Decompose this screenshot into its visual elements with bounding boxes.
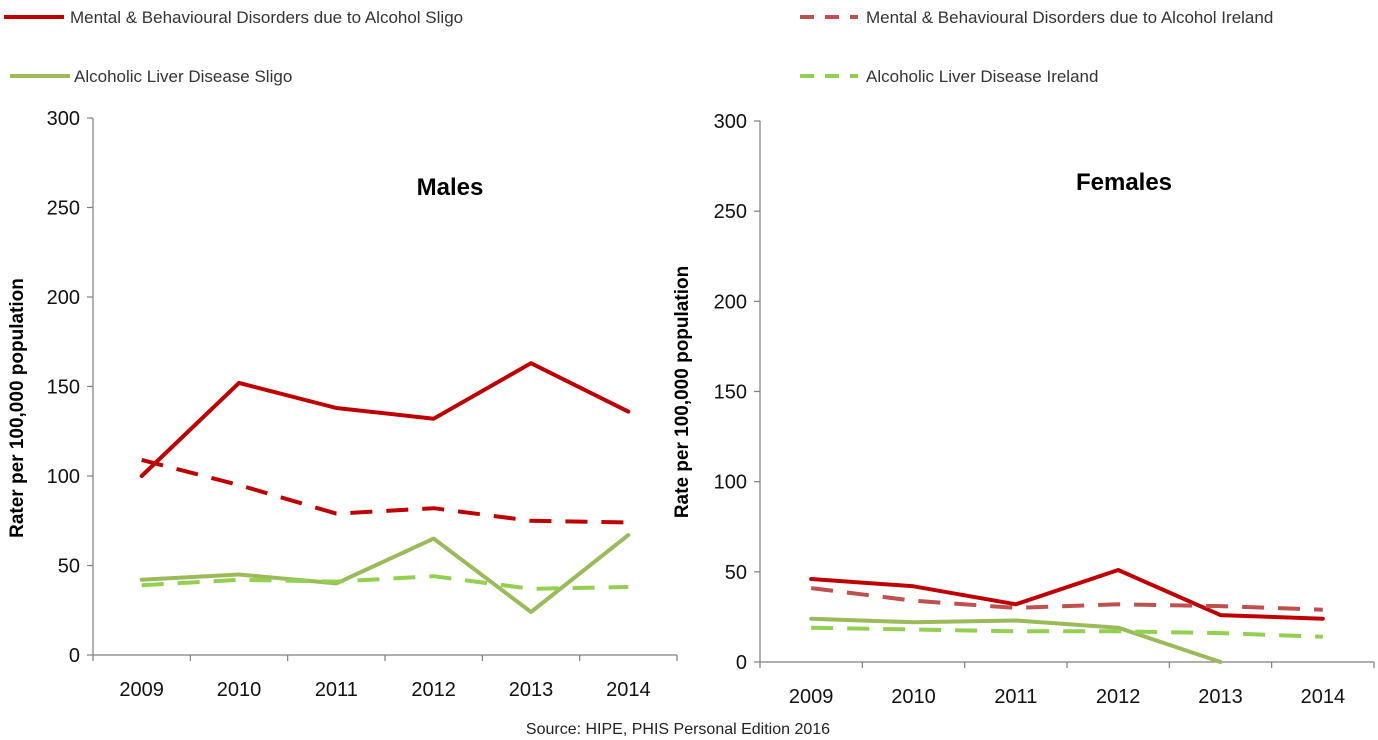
axes-females: 0 50 100 150 200 250 300 2009 2010 2011 2012 2013 20… [714,111,1375,708]
y-tick-label-males-300: 300 [47,108,80,130]
legend-entry-mbd-ireland: Mental & Behavioural Disorders due to Al… [800,8,1273,27]
source-note: Source: HIPE, PHIS Personal Edition 2016 [526,721,830,738]
x-tick-label-males-2012: 2012 [411,679,456,701]
series-line-males-mbd-ireland [141,457,629,525]
x-tick-label-females-2013: 2013 [1198,686,1243,708]
x-tick-label-males-2013: 2013 [509,679,554,701]
y-tick-label-females-150: 150 [714,382,747,404]
legend-label-ald-ireland: Alcoholic Liver Disease Ireland [866,67,1098,86]
axes-males: 0 50 100 150 200 250 300 2009 2010 2011 2012 2013 20… [47,108,678,701]
legend-entry-ald-sligo: Alcoholic Liver Disease Sligo [10,67,292,86]
series-females [809,568,1325,664]
y-tick-label-females-100: 100 [714,472,747,494]
y-tick-label-males-150: 150 [47,377,80,399]
series-line-males-ald-ireland [141,574,629,591]
y-tick-label-females-250: 250 [714,201,747,223]
legend-entry-ald-ireland: Alcoholic Liver Disease Ireland [800,67,1098,86]
chart-title-females: Females [1076,169,1172,196]
chart-males: Males Rater per 100,000 population 0 50 10… [7,108,678,701]
x-tick-label-females-2012: 2012 [1096,686,1141,708]
x-tick-label-females-2014: 2014 [1301,686,1346,708]
chart-females: Females Rate per 100,000 population 0 50 1… [672,111,1375,708]
y-tick-label-females-300: 300 [714,111,747,133]
series-line-females-mbd-ireland [810,586,1323,612]
y-tick-label-males-0: 0 [69,645,80,667]
x-tick-label-males-2011: 2011 [315,679,358,701]
y-tick-label-males-200: 200 [47,287,80,309]
legend-label-ald-sligo: Alcoholic Liver Disease Sligo [74,67,292,86]
series-males [139,361,631,614]
x-tick-label-males-2009: 2009 [119,679,164,701]
legend-entry-mbd-sligo: Mental & Behavioural Disorders due to Al… [4,8,463,27]
y-tick-label-males-250: 250 [47,198,80,220]
series-line-females-ald-ireland [811,625,1323,639]
y-tick-label-females-200: 200 [714,291,747,313]
y-axis-title-females: Rate per 100,000 population [672,266,693,518]
chart-title-males: Males [417,174,484,201]
x-tick-label-males-2014: 2014 [606,679,651,701]
series-line-males-mbd-sligo [139,361,631,478]
y-tick-label-males-100: 100 [47,466,80,488]
legend-label-mbd-sligo: Mental & Behavioural Disorders due to Al… [70,8,463,27]
legend: Mental & Behavioural Disorders due to Al… [4,8,1273,86]
y-tick-label-males-50: 50 [58,556,80,578]
x-tick-label-females-2009: 2009 [789,686,834,708]
legend-label-mbd-ireland: Mental & Behavioural Disorders due to Al… [866,8,1273,27]
y-axis-title-males: Rater per 100,000 population [7,278,28,538]
y-tick-label-females-50: 50 [725,562,747,584]
x-tick-label-females-2010: 2010 [891,686,936,708]
series-line-males-ald-sligo [139,533,631,614]
series-line-females-ald-sligo [809,616,1223,664]
y-tick-label-females-0: 0 [736,652,747,674]
series-line-females-mbd-sligo [809,568,1325,621]
x-tick-label-males-2010: 2010 [217,679,262,701]
x-tick-label-females-2011: 2011 [994,686,1037,708]
